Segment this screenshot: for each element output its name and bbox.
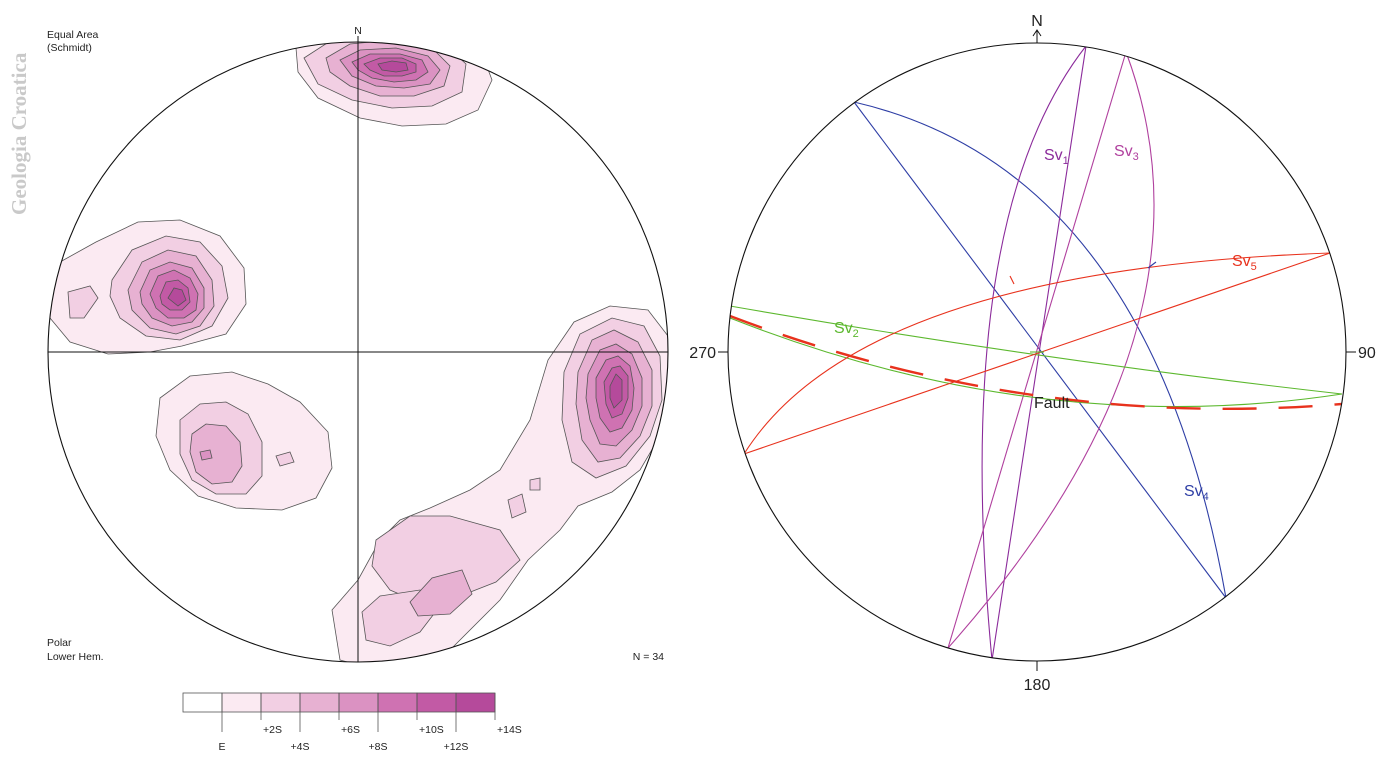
contour-level-7 xyxy=(167,287,187,307)
plane-label-sv5: Sv5 xyxy=(1232,253,1257,273)
contour-cluster-southwest xyxy=(155,371,333,511)
plane-sv3-arc xyxy=(947,51,1155,649)
legend-label: +14S xyxy=(497,724,522,736)
legend-swatch xyxy=(416,692,457,713)
contour-level-2-lobe xyxy=(371,515,521,603)
contour-cluster-east xyxy=(331,305,668,662)
legend-swatch xyxy=(182,692,223,713)
contour-level-7 xyxy=(377,60,409,73)
striation-tick xyxy=(1147,261,1157,269)
contour-level-4 xyxy=(199,449,213,461)
plane-sv3-line xyxy=(947,51,1127,649)
contour-level-2-islet xyxy=(275,451,295,467)
contour-level-2-islet xyxy=(529,477,541,491)
legend-label: E xyxy=(218,741,225,753)
hemisphere: Lower Hem. xyxy=(47,651,104,663)
contour-plot: N Equal Area (Schmidt) Polar Lower Hem. … xyxy=(47,25,669,663)
plane-label-sv2: Sv2 xyxy=(834,320,859,340)
legend-swatch xyxy=(455,692,496,713)
north-arrow-icon xyxy=(1032,29,1042,37)
legend-swatch xyxy=(338,692,379,713)
contour-level-7 xyxy=(609,373,623,409)
plot-method: Polar xyxy=(47,637,72,649)
contour-level-2-islet xyxy=(507,493,527,519)
plane-sv2-arc xyxy=(729,305,1343,395)
plane-sv5-line xyxy=(743,252,1331,455)
fault-plane xyxy=(729,314,1343,411)
legend-label: +4S xyxy=(291,741,310,753)
north-label: N xyxy=(1031,13,1043,30)
legend-label: +12S xyxy=(444,741,469,753)
watermark: Geologia Croatica xyxy=(7,52,31,215)
north-label: N xyxy=(354,25,362,37)
label-90: 90 xyxy=(1358,345,1376,362)
label-180: 180 xyxy=(1024,677,1051,694)
legend-swatch xyxy=(260,692,301,713)
legend-label: +2S xyxy=(263,724,282,736)
legend-swatch xyxy=(377,692,418,713)
plane-sv5-arc xyxy=(743,252,1331,455)
sample-count: N = 34 xyxy=(633,651,664,663)
plane-label-sv1: Sv1 xyxy=(1044,147,1069,167)
contour-level-3-lobe xyxy=(409,569,473,617)
legend-label: +8S xyxy=(369,741,388,753)
contour-cluster-north xyxy=(295,42,493,127)
projection-type: Equal Area xyxy=(47,29,99,41)
contour-legend: E +2S +4S +6S +8S +10S+12S +14S xyxy=(182,692,522,753)
striation-tick xyxy=(1009,275,1015,285)
great-circle-plot: N 270 90 180 Fault Sv1 Sv2 Sv3 Sv4 Sv5 xyxy=(689,13,1376,694)
label-270: 270 xyxy=(689,345,716,362)
plane-sv1-arc xyxy=(981,45,1087,661)
plane-label-sv4: Sv4 xyxy=(1184,483,1209,503)
plane-sv4-arc xyxy=(853,101,1227,599)
plane-label-sv3: Sv3 xyxy=(1114,143,1139,163)
legend-label: +6S xyxy=(341,724,360,736)
legend-swatch xyxy=(299,692,340,713)
contour-cluster-west xyxy=(49,219,247,355)
projection-net: (Schmidt) xyxy=(47,42,92,54)
legend-label: +10S xyxy=(419,724,444,736)
contour-level-3 xyxy=(189,423,243,485)
fault-label: Fault xyxy=(1034,395,1070,412)
watermark-text: Geologia Croatica xyxy=(7,52,31,215)
plane-sv2-line xyxy=(729,317,1343,408)
legend-swatch xyxy=(221,692,262,713)
contour-level-2-islet xyxy=(67,285,99,319)
